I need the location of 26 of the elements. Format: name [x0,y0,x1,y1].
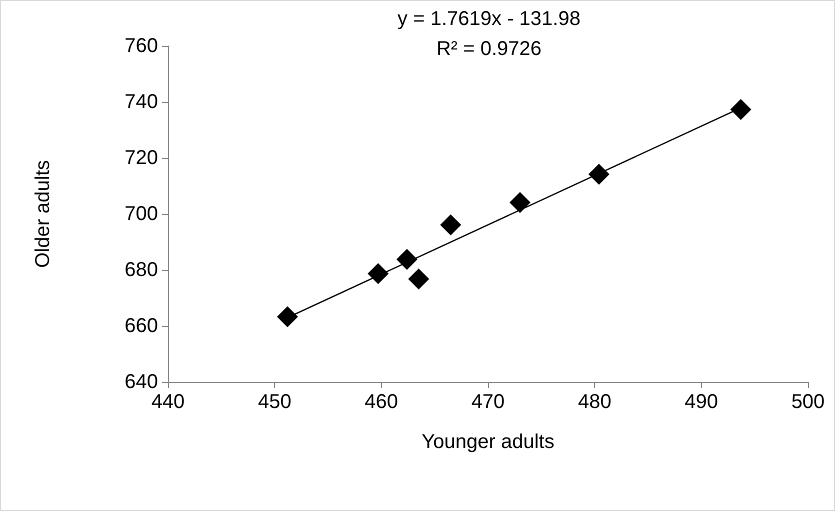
point [440,214,462,236]
y-tick-label: 640 [124,371,158,393]
point [588,164,610,185]
y-tick-label: 760 [124,35,158,57]
y-tick-label: 660 [124,315,158,337]
x-tick-label: 440 [151,391,185,413]
x-tick-label: 460 [364,391,398,413]
point [408,268,430,290]
y-tick-label: 720 [124,147,158,169]
y-tick-label: 700 [124,203,158,225]
x-tick-label: 500 [791,391,825,413]
text: y = 1.7619x - 131.98 [398,8,580,30]
x-tick-label: 470 [471,391,505,413]
point [368,263,389,284]
x-tick-label: 450 [258,391,292,413]
x-tick-label: 480 [578,391,612,413]
y-axis-title: Older adults [32,160,54,268]
y-tick-label: 740 [124,91,158,113]
annotation: R² = 0.9726 [436,38,542,60]
y-tick-label: 680 [124,259,158,281]
point [730,99,752,120]
point [276,306,298,328]
x-axis-title: Younger adults [422,431,554,453]
point [510,192,530,214]
point [396,248,418,270]
x-tick-label: 490 [684,391,718,413]
